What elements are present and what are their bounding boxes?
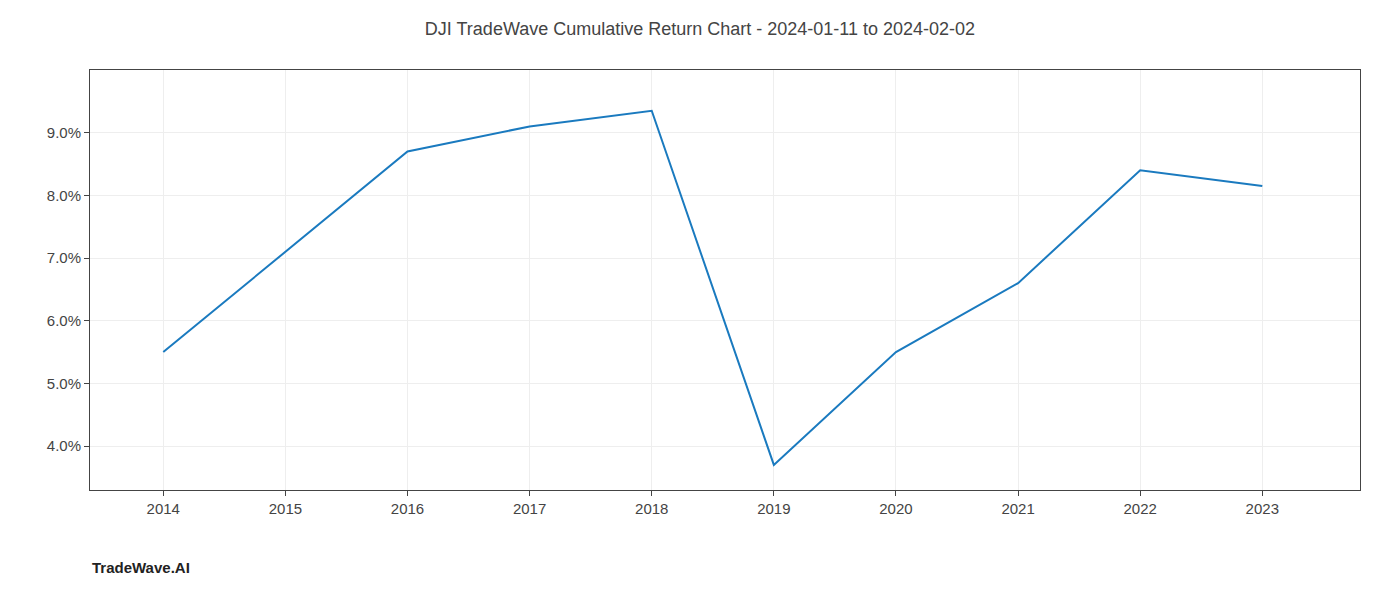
svg-text:4.0%: 4.0%: [47, 437, 81, 454]
svg-text:2015: 2015: [269, 500, 302, 517]
svg-text:9.0%: 9.0%: [47, 124, 81, 141]
svg-text:2016: 2016: [391, 500, 424, 517]
svg-text:2022: 2022: [1124, 500, 1157, 517]
svg-text:2021: 2021: [1001, 500, 1034, 517]
svg-text:7.0%: 7.0%: [47, 249, 81, 266]
svg-text:2018: 2018: [635, 500, 668, 517]
svg-text:2017: 2017: [513, 500, 546, 517]
svg-text:TradeWave.AI: TradeWave.AI: [92, 559, 190, 576]
svg-text:2014: 2014: [147, 500, 180, 517]
svg-text:2019: 2019: [757, 500, 790, 517]
svg-text:8.0%: 8.0%: [47, 187, 81, 204]
svg-text:DJI TradeWave Cumulative Retur: DJI TradeWave Cumulative Return Chart - …: [425, 19, 975, 39]
svg-text:5.0%: 5.0%: [47, 375, 81, 392]
svg-text:6.0%: 6.0%: [47, 312, 81, 329]
svg-text:2023: 2023: [1246, 500, 1279, 517]
svg-text:2020: 2020: [879, 500, 912, 517]
